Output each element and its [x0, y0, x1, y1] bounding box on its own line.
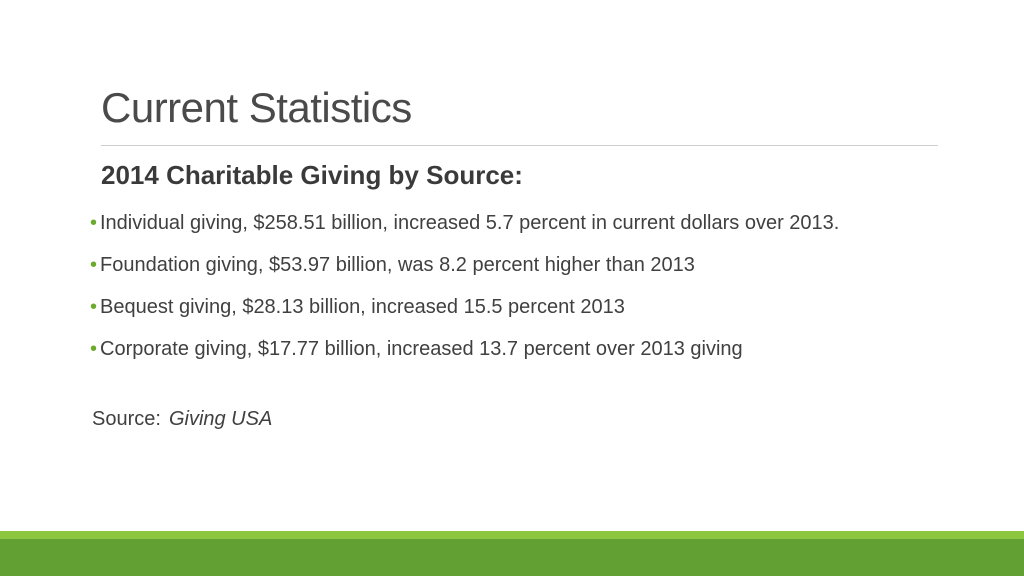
bullet-text: Corporate giving, $17.77 billion, increa… [100, 338, 743, 360]
bullet-dot-icon: • [90, 254, 98, 276]
bullet-item: • Foundation giving, $53.97 billion, was… [90, 252, 920, 278]
slide-subtitle: 2014 Charitable Giving by Source: [101, 160, 523, 190]
bullet-dot-icon: • [90, 212, 98, 234]
bullet-item: • Bequest giving, $28.13 billion, increa… [90, 294, 920, 320]
slide-title: Current Statistics [101, 84, 412, 131]
bullet-dot-icon: • [90, 338, 98, 360]
source-label: Source: [92, 408, 161, 430]
source-line: Source: Giving USA [92, 408, 272, 431]
bullet-text: Individual giving, $258.51 billion, incr… [100, 212, 840, 234]
bullet-dot-icon: • [90, 296, 98, 318]
bullet-text: Bequest giving, $28.13 billion, increase… [100, 296, 625, 318]
source-name: Giving USA [168, 408, 273, 430]
title-divider [101, 145, 938, 146]
footer-bar-light [0, 531, 1024, 539]
bullet-text: Foundation giving, $53.97 billion, was 8… [100, 254, 695, 276]
bullet-item: • Individual giving, $258.51 billion, in… [90, 210, 920, 236]
bullet-list: • Individual giving, $258.51 billion, in… [90, 210, 920, 378]
footer-bar-dark [0, 539, 1024, 576]
bullet-item: • Corporate giving, $17.77 billion, incr… [90, 336, 920, 362]
